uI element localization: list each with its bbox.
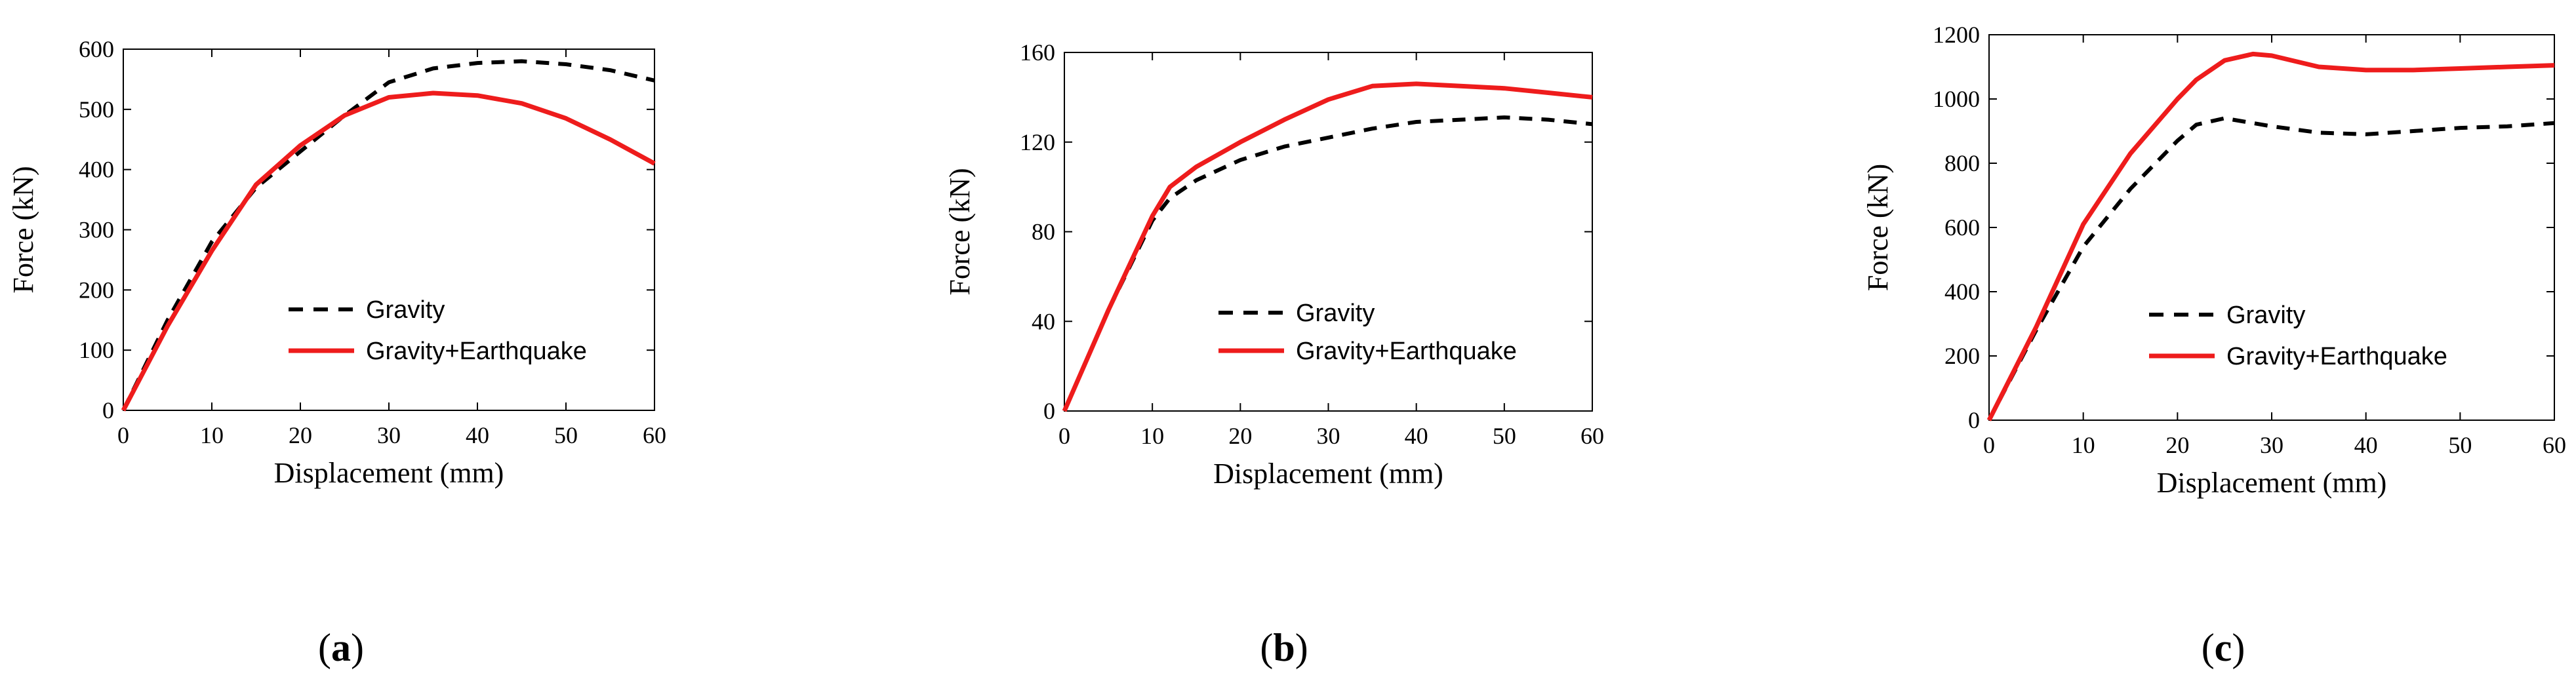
- panel-b-label: (b): [1260, 626, 1308, 669]
- panel-c-x-axis-title: Displacement (mm): [2157, 467, 2387, 499]
- panel-c-label-close: ): [2232, 626, 2245, 669]
- panel-b-series-gravity-earthquake-line: [1062, 81, 1593, 412]
- panel-c-x-tick-label-5: 50: [2448, 432, 2472, 458]
- panel-c-y-axis-title: Force (kN): [1862, 164, 1894, 291]
- panel-a-legend-label-gravity: Gravity: [366, 296, 445, 324]
- panel-c-legend-label-gravity: Gravity: [2226, 302, 2305, 329]
- panel-a-x-tick-label-0: 0: [117, 422, 129, 448]
- panel-c-legend: Gravity Gravity+Earthquake: [2149, 302, 2447, 370]
- panel-c-x-tick-label-3: 30: [2260, 432, 2284, 458]
- panel-b-x-tick-label-2: 20: [1228, 423, 1252, 449]
- panel-a-y-tick-label-2: 200: [79, 277, 114, 303]
- panel-b-label-open: (: [1260, 626, 1273, 669]
- panel-a-label-letter: a: [331, 626, 351, 669]
- panel-c-y-tick-label-5: 1000: [1933, 86, 1980, 112]
- panel-a-series-gravity-earthquake-line: [121, 90, 656, 412]
- panel-c-series-gravity-earthquake-line: [1986, 51, 2555, 421]
- panel-b-legend-label-gravity: Gravity: [1296, 300, 1375, 327]
- panel-c-series-gravity-line: [1987, 116, 2555, 421]
- panel-a-x-tick-label-4: 40: [466, 422, 489, 448]
- panel-a-label-open: (: [318, 626, 331, 669]
- panel-b-x-tick-label-4: 40: [1405, 423, 1428, 449]
- panel-a-label-close: ): [351, 626, 364, 669]
- panel-b-legend: Gravity Gravity+Earthquake: [1218, 300, 1517, 365]
- panel-b-x-axis-title: Displacement (mm): [1213, 458, 1443, 490]
- panel-b-x-tick-label-6: 60: [1580, 423, 1604, 449]
- panel-a-x-axis-title: Displacement (mm): [274, 457, 504, 489]
- panel-b-y-tick-label-1: 40: [1032, 308, 1055, 334]
- panel-b-label-close: ): [1295, 626, 1308, 669]
- panel-a-x-tick-label-5: 50: [554, 422, 578, 448]
- panel-b-x-tick-label-1: 10: [1140, 423, 1164, 449]
- panel-b-label-letter: b: [1273, 626, 1295, 669]
- panel-c-label-open: (: [2202, 626, 2215, 669]
- panel-c-y-tick-label-1: 200: [1944, 343, 1980, 369]
- panel-c-y-tick-label-6: 1200: [1933, 22, 1980, 48]
- panel-c-legend-label-gravity-earthquake: Gravity+Earthquake: [2226, 343, 2447, 370]
- panel-b-y-axis-title: Force (kN): [944, 168, 976, 295]
- panel-b-series-gravity-line: [1062, 115, 1593, 412]
- panel-b-y-tick-label-0: 0: [1043, 398, 1055, 424]
- panel-c-chart: 0 10 20 30 40 50 60020040060080010001200Displa…: [1862, 22, 2566, 669]
- panel-b-y-tick-label-3: 120: [1020, 129, 1055, 155]
- panel-a-x-tick-label-6: 60: [643, 422, 666, 448]
- panel-b-x-tick-label-3: 30: [1317, 423, 1340, 449]
- panel-a-legend-label-gravity-earthquake: Gravity+Earthquake: [366, 338, 587, 365]
- panel-a-y-tick-label-1: 100: [79, 337, 114, 363]
- panel-b-x-tick-label-5: 50: [1493, 423, 1516, 449]
- panel-a-series-gravity-line: [121, 59, 655, 412]
- panel-b-legend-label-gravity-earthquake: Gravity+Earthquake: [1296, 338, 1517, 365]
- panel-a-x-tick-label-2: 20: [289, 422, 312, 448]
- panel-a-label: (a): [318, 626, 364, 669]
- panel-a-x-tick-label-3: 30: [377, 422, 401, 448]
- panel-a-y-tick-label-5: 500: [79, 96, 114, 123]
- panel-c-y-tick-label-4: 800: [1944, 150, 1980, 176]
- panel-c-y-tick-label-3: 600: [1944, 214, 1980, 241]
- panel-c-x-tick-label-4: 40: [2354, 432, 2378, 458]
- panel-b-chart: 0 10 20 30 40 50 60 0 40 80 120 160 Displacement (mm…: [944, 39, 1604, 669]
- panel-b-y-tick-label-4: 160: [1020, 39, 1055, 66]
- panel-c-x-tick-label-2: 20: [2165, 432, 2189, 458]
- panel-a-chart: 0 10 20 30 40 50 600100200300400500600Displace…: [7, 36, 666, 669]
- panel-c-y-tick-label-2: 400: [1944, 279, 1980, 305]
- panel-a-x-tick-label-1: 10: [200, 422, 224, 448]
- panel-c-label: (c): [2202, 626, 2245, 669]
- panel-a-legend: Gravity Gravity+Earthquake: [289, 296, 587, 365]
- panel-c-x-tick-label-6: 60: [2543, 432, 2566, 458]
- panel-c-x-tick-label-0: 0: [1983, 432, 1995, 458]
- panel-c-x-tick-label-1: 10: [2072, 432, 2095, 458]
- panel-a-y-tick-label-3: 300: [79, 217, 114, 243]
- panel-c-y-tick-label-0: 0: [1968, 407, 1980, 433]
- panel-a-y-axis-title: Force (kN): [7, 166, 39, 293]
- panel-a-y-tick-label-4: 400: [79, 157, 114, 183]
- panel-a-y-tick-label-0: 0: [102, 397, 114, 423]
- panel-b-x-tick-label-0: 0: [1058, 423, 1070, 449]
- panel-c-label-letter: c: [2215, 626, 2232, 669]
- panel-b-y-tick-label-2: 80: [1032, 219, 1055, 245]
- panel-a-y-tick-label-6: 600: [79, 36, 114, 62]
